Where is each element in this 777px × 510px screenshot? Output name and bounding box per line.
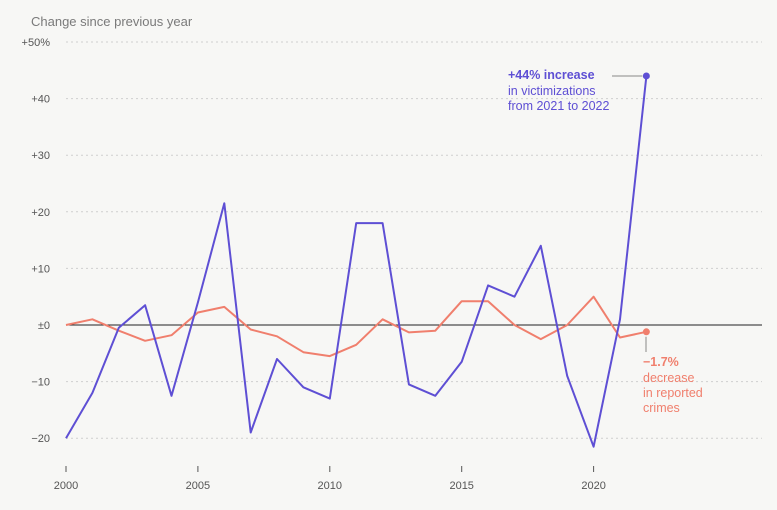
y-tick-label: −20 <box>31 433 50 445</box>
y-tick-label: +10 <box>31 263 50 275</box>
y-tick-label: ±0 <box>38 320 50 332</box>
y-axis-label: Change since previous year <box>31 14 193 29</box>
series-layer <box>65 72 650 448</box>
annotation-victimizations-line2: from 2021 to 2022 <box>508 99 610 113</box>
y-tick-label: +20 <box>31 207 50 219</box>
annotation-crimes-line1: decrease <box>643 371 694 385</box>
y-tick-label: −10 <box>31 377 50 389</box>
y-tick-labels: +50% +40 +30 +20 +10 ±0 −10 −20 <box>22 37 51 445</box>
x-tick-label: 2010 <box>318 480 342 492</box>
endpoint-reported-crimes <box>642 328 650 336</box>
endpoint-victimizations <box>642 72 650 80</box>
annotation-victimizations-line1: in victimizations <box>508 84 596 98</box>
y-tick-label: +40 <box>31 94 50 106</box>
annotation-crimes-title: −1.7% <box>643 355 679 369</box>
grid-layer <box>66 41 762 439</box>
x-tick-label: 2020 <box>581 480 605 492</box>
annotation-crimes-line2: in reported <box>643 386 703 400</box>
x-tick-label: 2005 <box>186 480 210 492</box>
annotation-victimizations-title: +44% increase <box>508 68 595 82</box>
annotation-layer: +44% increase in victimizations from 202… <box>508 68 703 415</box>
annotation-crimes-line3: crimes <box>643 401 680 415</box>
x-tick-label: 2015 <box>449 480 473 492</box>
y-tick-label: +30 <box>31 150 50 162</box>
y-tick-label: +50% <box>22 37 51 49</box>
x-tick-labels: 2000 2005 2010 2015 2020 <box>54 466 606 492</box>
x-tick-label: 2000 <box>54 480 78 492</box>
series-line-reported-crimes <box>65 295 647 358</box>
series-line-victimizations <box>65 75 648 448</box>
